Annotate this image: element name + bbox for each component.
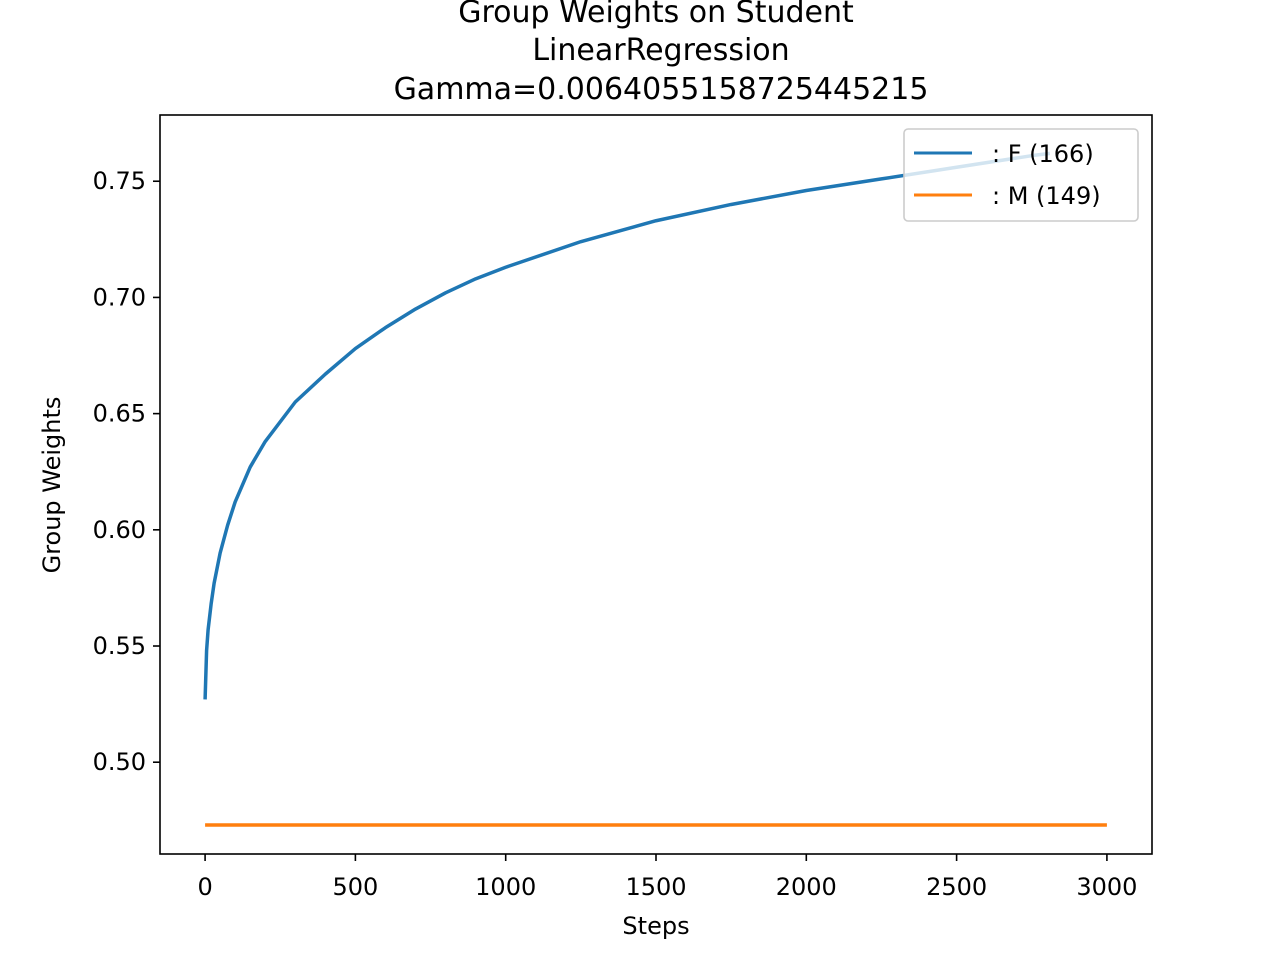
x-tick-label: 2000 xyxy=(776,873,837,901)
y-tick-label: 0.60 xyxy=(93,516,146,544)
y-tick-label: 0.75 xyxy=(93,167,146,195)
x-tick-label: 500 xyxy=(332,873,378,901)
x-tick-label: 3000 xyxy=(1076,873,1137,901)
y-axis-ticks: 0.50 0.55 0.60 0.65 0.70 0.75 xyxy=(93,167,160,776)
series-line-0 xyxy=(203,151,1051,700)
chart-title-line-1: Group Weights on Student xyxy=(458,0,854,30)
chart-title-line-2: LinearRegression xyxy=(532,33,789,68)
y-tick-label: 0.65 xyxy=(93,400,146,428)
y-tick-label: 0.55 xyxy=(93,632,146,660)
y-tick-label: 0.70 xyxy=(93,283,146,311)
legend: : F (166) : M (149) xyxy=(903,128,1139,222)
x-axis-label: Steps xyxy=(622,912,689,940)
y-axis-label: Group Weights xyxy=(38,397,66,574)
x-tick-label: 2500 xyxy=(926,873,987,901)
x-tick-label: 1000 xyxy=(475,873,536,901)
y-tick-label: 0.50 xyxy=(93,748,146,776)
x-tick-label: 0 xyxy=(197,873,212,901)
x-axis-ticks: 0 500 1000 1500 2000 2500 3000 xyxy=(197,854,1137,901)
series-layer xyxy=(203,151,1107,827)
legend-label-m: : M (149) xyxy=(992,182,1101,210)
chart-title-line-3: Gamma=0.006405515872544521­5 xyxy=(394,72,929,107)
chart-title: Group Weights on Student LinearRegressio… xyxy=(394,0,929,107)
legend-label-f: : F (166) xyxy=(992,140,1094,168)
x-tick-label: 1500 xyxy=(625,873,686,901)
